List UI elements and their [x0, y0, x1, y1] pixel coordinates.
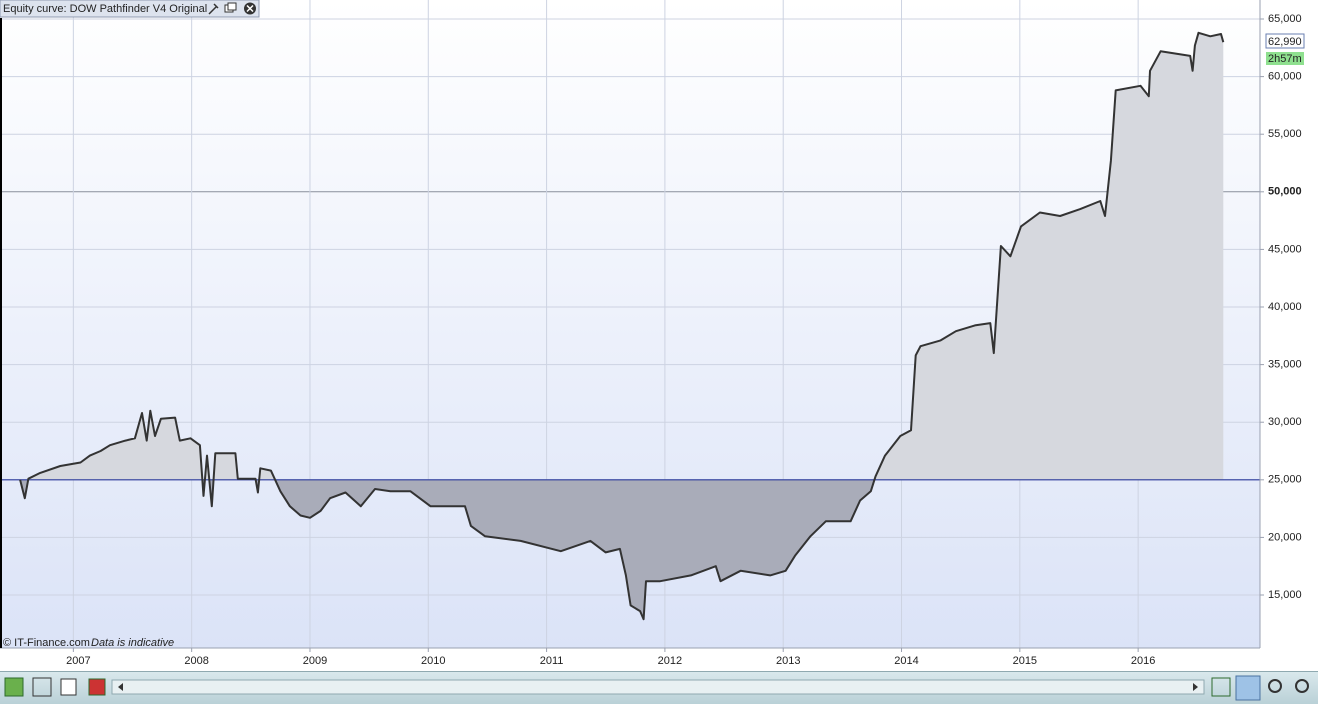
timer: 2h57m [1268, 53, 1302, 65]
settings-icon[interactable] [208, 3, 219, 15]
y-tick-label: 65,000 [1268, 13, 1302, 25]
y-tick-label: 20,000 [1268, 531, 1302, 543]
tool-button[interactable] [1211, 677, 1231, 697]
x-tick-label: 2015 [1013, 655, 1037, 667]
y-tick-label: 15,000 [1268, 589, 1302, 601]
scroll-right[interactable] [1193, 683, 1198, 691]
x-tick-label: 2012 [658, 655, 682, 667]
tool-button[interactable] [32, 677, 52, 697]
x-tick-label: 2008 [184, 655, 208, 667]
chart: Equity curve: DOW Pathfinder V4 Original… [0, 0, 1305, 667]
zoom-out[interactable] [1268, 679, 1282, 693]
scrollbar[interactable] [111, 679, 1205, 695]
area-below [20, 479, 875, 620]
chart-title: Equity curve: DOW Pathfinder V4 Original [3, 3, 207, 15]
scroll-left[interactable] [118, 683, 123, 691]
toolbar-icons [4, 675, 1309, 701]
timer-box [1266, 52, 1304, 65]
y-tick-label: 45,000 [1268, 243, 1302, 255]
source: © IT-Finance.com [3, 637, 90, 649]
x-tick-label: 2009 [303, 655, 327, 667]
x-tick-label: 2016 [1131, 655, 1155, 667]
area-above [20, 32, 1224, 480]
x-tick-label: 2010 [421, 655, 445, 667]
zoom-button[interactable] [1235, 675, 1261, 701]
close-cross [246, 4, 254, 13]
marks [0, 31, 1260, 621]
y-tick-label: 55,000 [1268, 128, 1302, 140]
x-tick-label: 2007 [66, 655, 90, 667]
tool-button[interactable] [60, 678, 77, 696]
y-tick-label: 50,000 [1268, 186, 1302, 198]
tool-button[interactable] [4, 677, 24, 697]
y-tick-label: 60,000 [1268, 71, 1302, 83]
equity-line [19, 31, 1225, 621]
x-tick-label: 2013 [776, 655, 800, 667]
window-icon-back[interactable] [227, 2, 237, 11]
y-tick-label: 30,000 [1268, 416, 1302, 428]
x-tick-label: 2011 [540, 655, 564, 667]
x-tick-label: 2014 [894, 655, 918, 667]
current-value: 62,990 [1268, 36, 1302, 48]
title-icons[interactable] [208, 2, 256, 15]
title-box [0, 0, 260, 18]
tool-button[interactable] [88, 678, 106, 696]
y-tick-label: 25,000 [1268, 474, 1302, 486]
current-value-box [1265, 33, 1305, 49]
y-tick-label: 35,000 [1268, 359, 1302, 371]
note: Data is indicative [91, 637, 174, 649]
zoom-in[interactable] [1295, 679, 1309, 693]
toolbar [0, 671, 1318, 704]
y-tick-label: 40,000 [1268, 301, 1302, 313]
